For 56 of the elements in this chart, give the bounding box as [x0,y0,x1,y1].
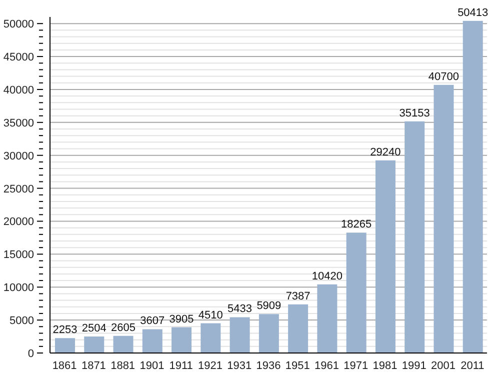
bar [55,338,75,353]
bar [404,121,425,353]
x-tick-label: 1991 [402,360,426,372]
data-label: 7387 [286,290,310,302]
bar [113,336,134,353]
bar [84,336,104,353]
y-tick-label: 50000 [3,18,34,31]
x-tick-label: 1901 [140,360,164,372]
data-label: 18265 [341,218,372,231]
bar [230,317,250,353]
bar [375,160,396,353]
bar [288,304,308,353]
x-tick-label: 2011 [460,360,484,372]
data-label: 3905 [169,313,194,326]
y-tick-label: 30000 [3,150,34,162]
x-tick-label: 1951 [285,360,310,372]
bar [172,327,192,353]
x-tick-label: 1961 [314,360,340,372]
x-tick-label: 2001 [431,360,456,372]
x-tick-label: 1981 [372,360,398,372]
y-tick-label: 10000 [3,282,34,294]
y-tick-label: 45000 [3,52,34,64]
data-label: 2504 [82,322,106,335]
data-label: 5909 [256,300,282,312]
x-tick-label: 1861 [52,360,77,372]
y-tick-label: 40000 [3,84,34,96]
bar [200,323,221,353]
data-label: 5433 [228,303,252,316]
x-tick-label: 1871 [81,360,106,372]
data-label: 29240 [370,146,401,158]
bar [142,329,162,353]
y-tick-label: 35000 [3,117,34,130]
x-tick-label: 1936 [256,360,281,372]
y-tick-label: 5000 [10,315,34,328]
x-tick-label: 1881 [110,360,136,372]
x-tick-label: 1911 [169,360,193,372]
bar [258,314,279,353]
y-tick-label: 20000 [3,216,34,228]
bar [462,20,483,353]
bar [317,284,338,353]
y-tick-label: 25000 [3,183,34,196]
x-tick-label: 1971 [344,360,368,372]
data-label: 35153 [399,107,430,120]
x-tick-label: 1921 [198,360,222,372]
data-label: 10420 [312,270,342,282]
data-label: 3607 [140,315,165,328]
data-label: 50413 [458,6,488,19]
bar [434,84,454,353]
y-tick-label: 0 [28,348,34,360]
x-tick-label: 1931 [227,360,252,372]
data-label: 2253 [52,324,78,336]
y-tick-label: 15000 [3,249,34,262]
data-label: 4510 [198,309,223,322]
data-label: 40700 [428,70,460,83]
data-label: 2605 [111,322,136,334]
bar [346,232,366,353]
